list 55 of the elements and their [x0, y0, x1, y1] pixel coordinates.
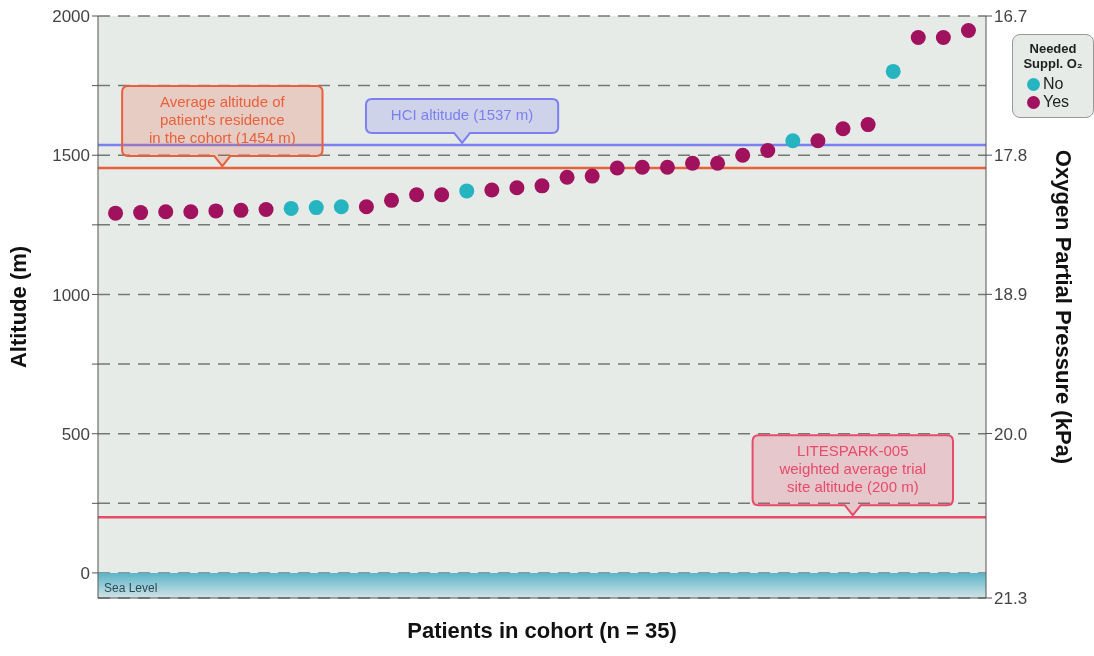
point — [960, 22, 976, 38]
legend-label: No — [1043, 75, 1064, 93]
y2-tick-label: 16.7 — [994, 7, 1028, 27]
point — [283, 200, 299, 216]
point — [434, 187, 450, 203]
point — [108, 205, 124, 221]
ref-line-label: Average altitude of patient's residence in the cohort (1454 m) — [148, 93, 296, 147]
point — [358, 199, 374, 215]
point — [760, 143, 776, 158]
point — [584, 168, 600, 184]
point — [383, 192, 399, 208]
point — [409, 187, 425, 203]
point — [509, 180, 525, 196]
y2-tick-label: 20.0 — [994, 424, 1028, 444]
y-tick-label: 1500 — [52, 146, 90, 166]
point — [910, 29, 926, 45]
legend-title: Needed Suppl. O₂ — [1022, 41, 1084, 71]
y-tick-label: 1000 — [52, 285, 90, 305]
point — [785, 133, 801, 149]
ref-line-label: HCI altitude (1537 m) — [390, 105, 534, 123]
y-tick-label: 500 — [61, 424, 90, 444]
band-label: Sea Level — [104, 581, 158, 595]
point — [860, 117, 876, 133]
y2-tick-label: 21.3 — [994, 589, 1028, 609]
x-axis-title: Patients in cohort (n = 35) — [407, 618, 677, 643]
ref-line-label: LITESPARK-005 weighted average trial site altitude (200 m) — [778, 442, 927, 496]
point — [459, 183, 475, 199]
point — [484, 182, 500, 198]
y2-tick-label: 18.9 — [994, 285, 1028, 305]
point — [158, 204, 174, 220]
point — [534, 178, 550, 194]
point — [308, 200, 324, 216]
y2-axis-title: Oxygen Partial Pressure (kPa) — [1051, 149, 1077, 465]
point — [659, 159, 675, 175]
point — [885, 63, 901, 79]
point — [810, 133, 826, 149]
point — [685, 155, 701, 171]
legend-label: Yes — [1043, 93, 1070, 111]
point — [609, 160, 625, 176]
point — [634, 159, 650, 175]
y2-tick-label: 17.8 — [994, 146, 1028, 166]
point — [735, 147, 751, 163]
point — [559, 169, 575, 185]
point — [333, 199, 349, 215]
point — [258, 202, 274, 218]
point — [835, 121, 851, 137]
point — [710, 155, 726, 171]
point — [133, 205, 149, 221]
y-tick-label: 0 — [80, 563, 90, 583]
y-axis-title: Altitude (m) — [5, 245, 31, 369]
point — [233, 202, 249, 218]
point — [183, 204, 199, 220]
point — [935, 29, 951, 45]
y-tick-label: 2000 — [52, 7, 90, 27]
point — [208, 203, 224, 219]
